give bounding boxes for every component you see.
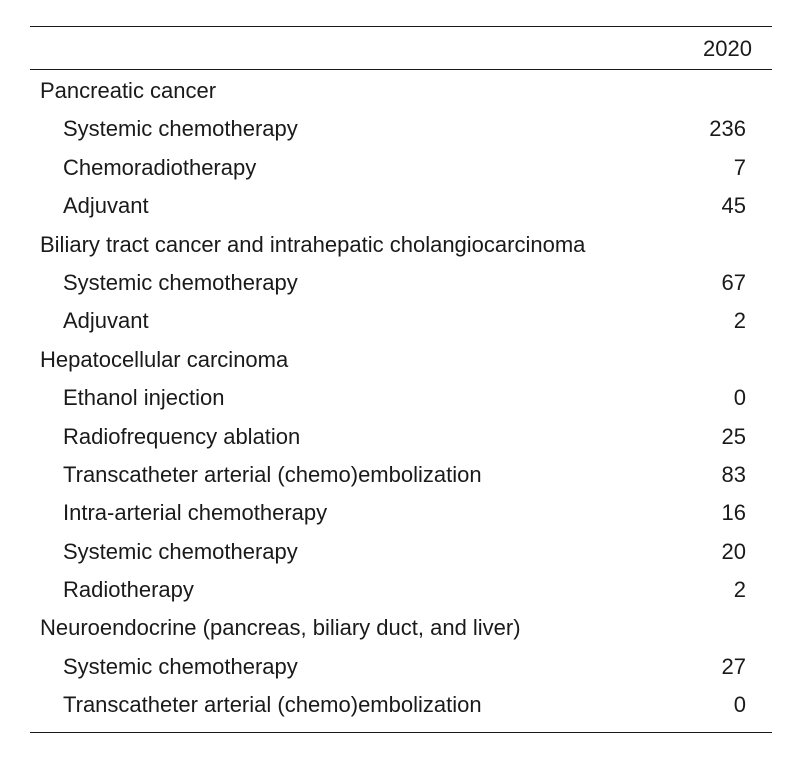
row-label: Biliary tract cancer and intrahepatic ch…: [40, 231, 586, 257]
bottom-rule: [30, 731, 772, 733]
table-row: Adjuvant 45: [30, 187, 772, 225]
row-value: 67: [721, 269, 746, 295]
row-label: Hepatocellular carcinoma: [40, 346, 289, 372]
row-label: Systemic chemotherapy: [63, 116, 298, 142]
row-label: Systemic chemotherapy: [63, 653, 298, 679]
group-row-hepatocellular-carcinoma: Hepatocellular carcinoma: [30, 341, 772, 379]
table-row: Radiotherapy 2: [30, 571, 772, 609]
year-column-header: 2020: [703, 36, 752, 61]
row-label: Adjuvant: [63, 193, 149, 219]
row-value: 2: [733, 577, 746, 603]
table-row: Systemic chemotherapy 236: [30, 110, 772, 148]
table-row: Transcatheter arterial (chemo)embolizati…: [30, 456, 772, 494]
table-header: 2020: [30, 27, 772, 69]
top-rule: [30, 26, 772, 27]
table-row: Ethanol injection 0: [30, 379, 772, 417]
table-row: Chemoradiotherapy 7: [30, 149, 772, 187]
row-label: Radiofrequency ablation: [63, 423, 301, 449]
row-label: Systemic chemotherapy: [63, 269, 298, 295]
table-row: Adjuvant 2: [30, 302, 772, 340]
row-value: 25: [721, 423, 746, 449]
row-label: Intra-arterial chemotherapy: [63, 500, 328, 526]
row-value: 16: [721, 500, 746, 526]
row-label: Systemic chemotherapy: [63, 538, 298, 564]
row-label: Radiotherapy: [63, 577, 194, 603]
header-rule: [30, 69, 772, 70]
row-label: Transcatheter arterial (chemo)embolizati…: [63, 461, 482, 487]
row-value: 0: [733, 385, 746, 411]
row-label: Transcatheter arterial (chemo)embolizati…: [63, 692, 482, 718]
row-value: 27: [721, 653, 746, 679]
row-label: Ethanol injection: [63, 385, 225, 411]
row-value: 0: [733, 692, 746, 718]
row-value: 7: [733, 154, 746, 180]
group-row-neuroendocrine: Neuroendocrine (pancreas, biliary duct, …: [30, 609, 772, 647]
row-value: 45: [721, 193, 746, 219]
table-row: Transcatheter arterial (chemo)embolizati…: [30, 686, 772, 724]
table-row: Radiofrequency ablation 25: [30, 418, 772, 456]
table-row: Systemic chemotherapy 27: [30, 648, 772, 686]
table-row: Intra-arterial chemotherapy 16: [30, 494, 772, 532]
row-value: 236: [709, 116, 746, 142]
row-value: 2: [733, 308, 746, 334]
treatment-table: 2020 Pancreatic cancer Systemic chemothe…: [30, 26, 772, 733]
table-row: Systemic chemotherapy 67: [30, 264, 772, 302]
row-value: 83: [721, 461, 746, 487]
row-label: Adjuvant: [63, 308, 149, 334]
table-row: Systemic chemotherapy 20: [30, 533, 772, 571]
row-label: Pancreatic cancer: [40, 78, 217, 103]
table-body: Pancreatic cancer Systemic chemotherapy …: [30, 70, 772, 732]
row-label: Chemoradiotherapy: [63, 154, 257, 180]
group-row-biliary-tract-cancer: Biliary tract cancer and intrahepatic ch…: [30, 226, 772, 264]
group-row-pancreatic-cancer: Pancreatic cancer: [30, 72, 772, 110]
row-value: 20: [721, 538, 746, 564]
row-label: Neuroendocrine (pancreas, biliary duct, …: [40, 615, 521, 641]
